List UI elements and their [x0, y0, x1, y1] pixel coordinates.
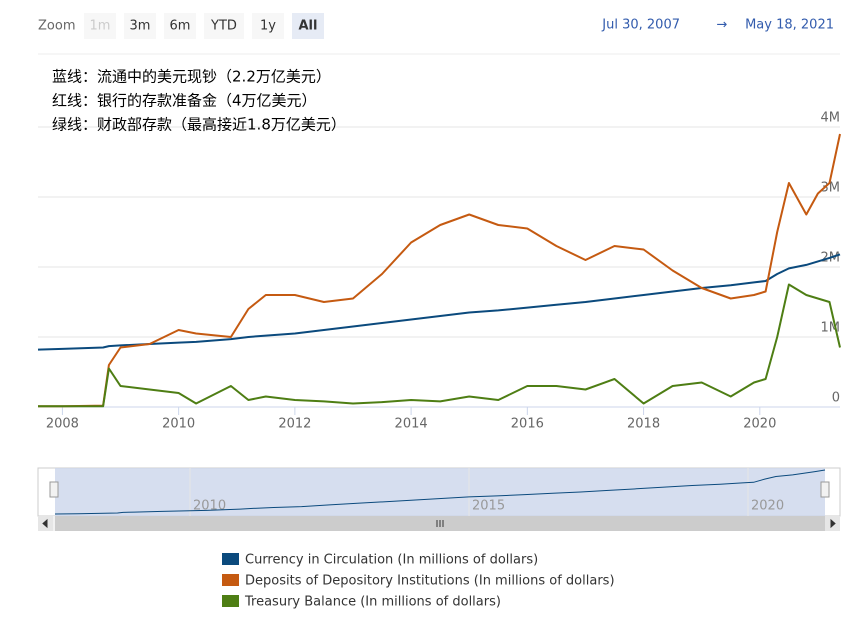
zoom-button[interactable] [84, 13, 116, 39]
y-tick-label: 0 [832, 391, 840, 406]
legend-label[interactable]: Deposits of Depository Institutions (In … [245, 574, 615, 589]
x-tick-label: 2014 [395, 417, 428, 432]
x-tick-label: 2008 [46, 417, 79, 432]
x-tick-label: 2018 [627, 417, 660, 432]
zoom-button-label[interactable]: YTD [210, 19, 237, 34]
navigator-tick-label: 2010 [193, 499, 226, 514]
legend-label[interactable]: Treasury Balance (In millions of dollars… [244, 595, 501, 610]
series-line [38, 133, 841, 408]
x-tick-label: 2010 [162, 417, 195, 432]
navigator-tick-label: 2020 [751, 499, 784, 514]
y-tick-label: 3M [821, 181, 841, 196]
zoom-button[interactable] [164, 13, 196, 39]
scroll-arrows [42, 518, 836, 529]
navigator-line [54, 469, 826, 515]
annotation: 蓝线：流通中的美元现钞（2.2万亿美元） [52, 68, 331, 86]
series-line [37, 253, 841, 351]
x-tick-label: 2012 [278, 417, 311, 432]
nav-handle-right[interactable] [820, 481, 830, 498]
zoom-button[interactable] [292, 13, 324, 39]
legend-swatch[interactable] [222, 595, 239, 607]
nav-handle-left[interactable] [49, 481, 59, 498]
x-tick-label: 2020 [743, 417, 776, 432]
zoom-button[interactable] [204, 13, 244, 39]
zoom-button[interactable] [124, 13, 156, 39]
legend-label[interactable]: Currency in Circulation (In millions of … [245, 553, 538, 568]
zoom-label: Zoom [38, 19, 75, 34]
annotation: 红线：银行的存款准备金（4万亿美元） [52, 92, 317, 110]
zoom-button-label[interactable]: 6m [170, 19, 191, 34]
zoom-button-label[interactable]: All [299, 19, 318, 34]
zoom-button-label[interactable]: 3m [130, 19, 151, 34]
zoom-button-label[interactable]: 1m [90, 19, 111, 34]
zoom-button-label[interactable]: 1y [260, 19, 276, 34]
range-from: Jul 30, 2007 [601, 18, 680, 33]
annotation: 绿线：财政部存款（最高接近1.8万亿美元） [52, 116, 346, 134]
range-to: May 18, 2021 [745, 18, 834, 33]
y-tick-label: 4M [821, 111, 841, 126]
navigator-mask [55, 468, 825, 516]
range-arrow: → [717, 18, 728, 33]
legend-swatch[interactable] [222, 553, 239, 565]
legend-swatch[interactable] [222, 574, 239, 586]
x-tick-label: 2016 [511, 417, 544, 432]
series-line [38, 283, 841, 408]
zoom-button[interactable] [252, 13, 284, 39]
navigator-tick-label: 2015 [472, 499, 505, 514]
